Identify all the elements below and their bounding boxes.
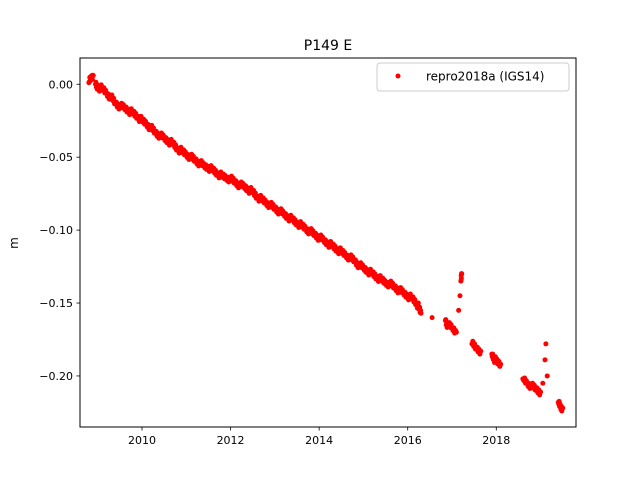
legend-frame bbox=[376, 62, 570, 92]
y-tick-label: −0.10 bbox=[39, 224, 73, 237]
x-tick-label: 2018 bbox=[482, 434, 510, 447]
data-point bbox=[538, 389, 544, 395]
x-tick-label: 2016 bbox=[394, 434, 422, 447]
x-tick-label: 2014 bbox=[305, 434, 333, 447]
y-axis: 0.00 −0.05 −0.10 −0.15 −0.20 bbox=[39, 78, 80, 383]
data-point bbox=[89, 76, 95, 82]
legend-label: repro2018a (IGS14) bbox=[426, 70, 544, 84]
data-point bbox=[544, 373, 550, 379]
x-axis: 2010 2012 2014 2016 2018 bbox=[128, 427, 510, 447]
x-tick-label: 2012 bbox=[217, 434, 245, 447]
data-point bbox=[540, 380, 546, 386]
data-point bbox=[458, 276, 464, 282]
plot-frame bbox=[79, 57, 577, 428]
data-points bbox=[86, 72, 566, 414]
y-axis-label: m bbox=[7, 237, 21, 249]
data-point bbox=[560, 405, 566, 411]
legend: repro2018a (IGS14) bbox=[376, 62, 570, 92]
data-point bbox=[90, 73, 96, 79]
data-point bbox=[542, 357, 548, 363]
y-tick-label: −0.20 bbox=[39, 370, 73, 383]
data-point bbox=[415, 300, 421, 306]
y-tick-label: 0.00 bbox=[49, 78, 74, 91]
y-tick-label: −0.15 bbox=[39, 297, 73, 310]
data-point bbox=[457, 293, 463, 299]
y-tick-label: −0.05 bbox=[39, 151, 73, 164]
data-point bbox=[111, 95, 117, 101]
chart-title: P149 E bbox=[304, 38, 352, 54]
data-point bbox=[459, 271, 465, 277]
data-point bbox=[429, 315, 435, 321]
data-point bbox=[498, 361, 504, 367]
data-point bbox=[453, 329, 459, 335]
legend-marker bbox=[395, 73, 401, 79]
data-point bbox=[478, 348, 484, 354]
data-point bbox=[543, 341, 549, 347]
x-tick-label: 2010 bbox=[128, 434, 156, 447]
data-point bbox=[418, 310, 424, 316]
data-point bbox=[456, 307, 462, 313]
